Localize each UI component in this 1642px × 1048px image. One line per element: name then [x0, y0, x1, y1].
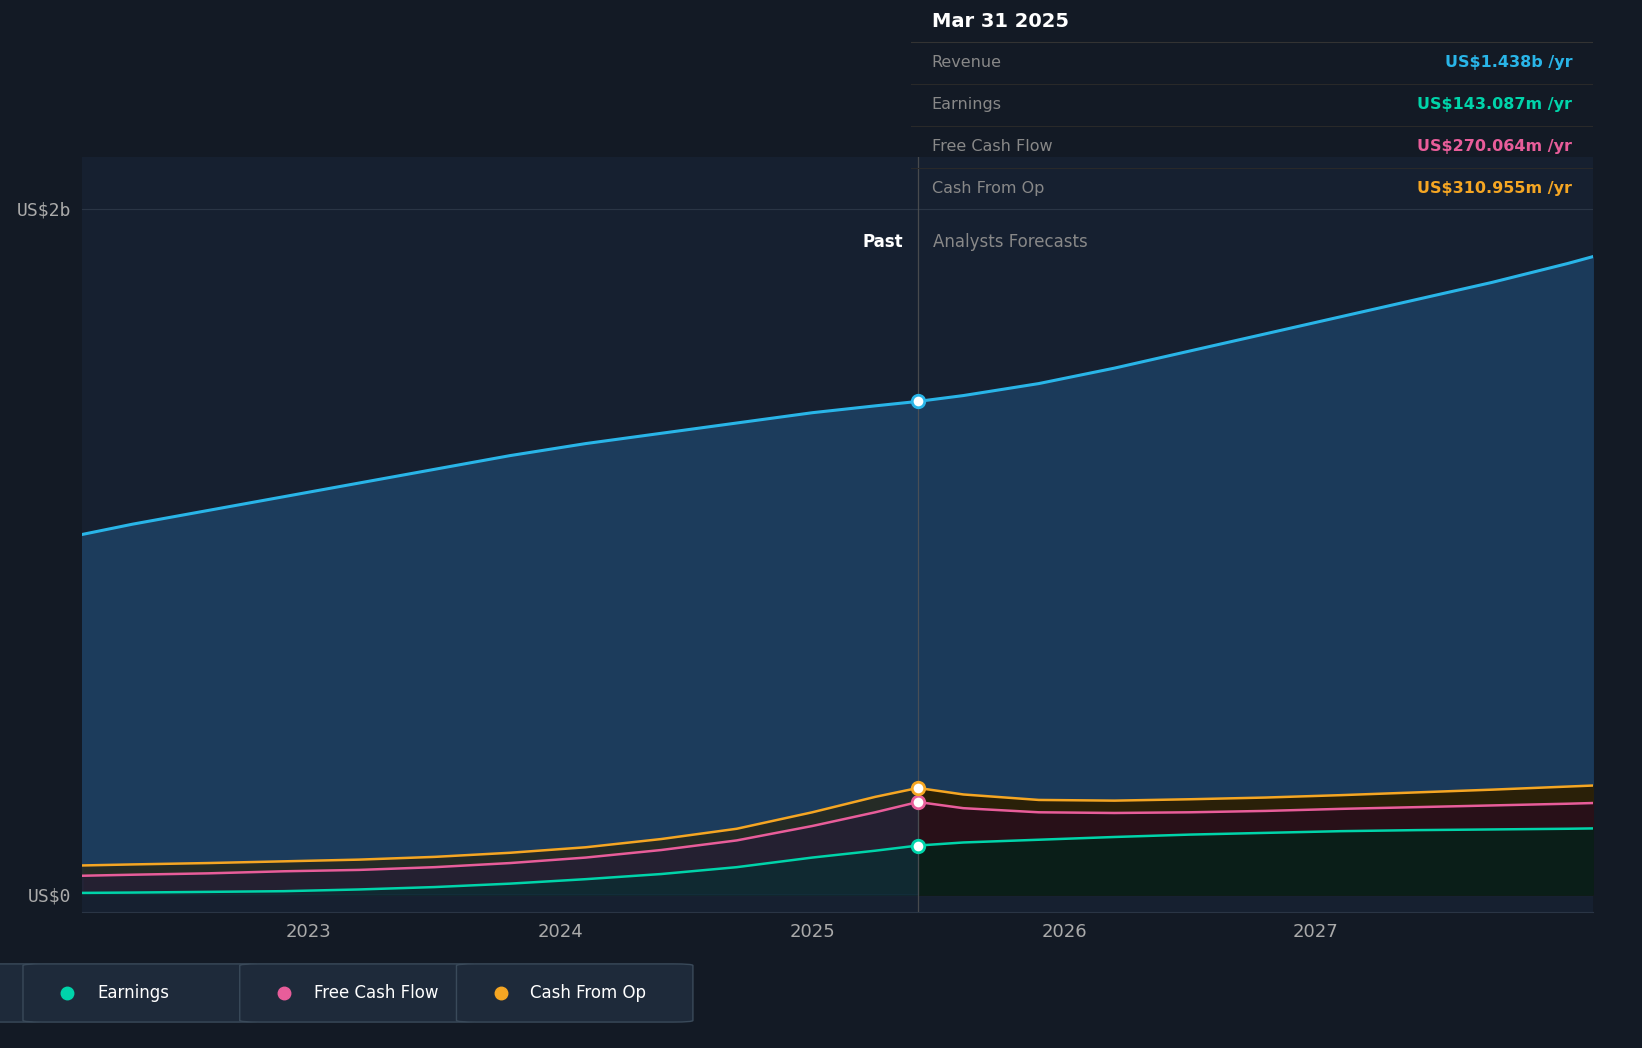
Text: Cash From Op: Cash From Op	[931, 181, 1044, 196]
Text: Free Cash Flow: Free Cash Flow	[931, 139, 1053, 154]
Text: Past: Past	[862, 233, 903, 252]
Text: Cash From Op: Cash From Op	[530, 984, 647, 1002]
FancyBboxPatch shape	[456, 964, 693, 1022]
Text: US$1.438b /yr: US$1.438b /yr	[1445, 56, 1573, 70]
Text: US$143.087m /yr: US$143.087m /yr	[1417, 97, 1573, 112]
FancyBboxPatch shape	[0, 964, 43, 1022]
Text: Revenue: Revenue	[931, 56, 1002, 70]
Text: US$270.064m /yr: US$270.064m /yr	[1417, 139, 1573, 154]
FancyBboxPatch shape	[23, 964, 259, 1022]
Text: Analysts Forecasts: Analysts Forecasts	[933, 233, 1089, 252]
Text: US$310.955m /yr: US$310.955m /yr	[1417, 181, 1573, 196]
Text: Earnings: Earnings	[97, 984, 169, 1002]
Text: Mar 31 2025: Mar 31 2025	[931, 13, 1069, 31]
Text: Free Cash Flow: Free Cash Flow	[314, 984, 438, 1002]
FancyBboxPatch shape	[240, 964, 476, 1022]
Text: Earnings: Earnings	[931, 97, 1002, 112]
